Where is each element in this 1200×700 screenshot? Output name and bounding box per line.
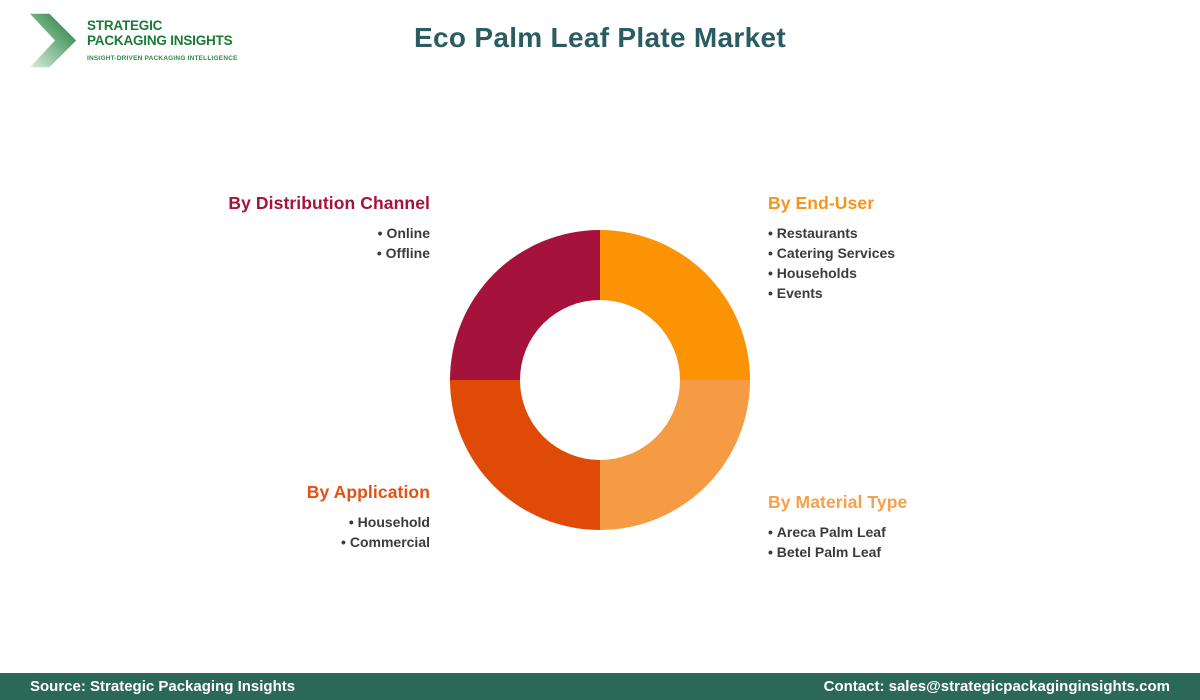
footer-bar: Source: Strategic Packaging Insights Con… bbox=[0, 673, 1200, 700]
footer-source: Source: Strategic Packaging Insights bbox=[30, 678, 296, 695]
logo-line2: PACKAGING INSIGHTS bbox=[87, 33, 233, 49]
segment-item: Betel Palm Leaf bbox=[768, 542, 907, 562]
segment-heading: By Distribution Channel bbox=[228, 193, 430, 213]
segment-item: Restaurants bbox=[768, 223, 895, 243]
segment-item: Offline bbox=[228, 243, 430, 263]
segment-item: Areca Palm Leaf bbox=[768, 522, 907, 542]
segment-items: Household Commercial bbox=[307, 512, 430, 552]
logo-chevron-icon bbox=[30, 13, 77, 68]
segment-items: Areca Palm Leaf Betel Palm Leaf bbox=[768, 522, 907, 562]
segment-item: Events bbox=[768, 283, 895, 303]
logo-text: STRATEGIC PACKAGING INSIGHTS INSIGHT-DRI… bbox=[87, 12, 238, 62]
segment-item: Commercial bbox=[307, 532, 430, 552]
segment-block-distribution-channel: By Distribution Channel Online Offline bbox=[228, 193, 430, 263]
donut-segment-end-user bbox=[600, 230, 750, 380]
footer-contact: Contact: sales@strategicpackaginginsight… bbox=[823, 678, 1170, 695]
segment-item: Online bbox=[228, 223, 430, 243]
segment-block-application: By Application Household Commercial bbox=[307, 482, 430, 552]
segment-item: Household bbox=[307, 512, 430, 532]
segment-item: Households bbox=[768, 263, 895, 283]
segment-block-material-type: By Material Type Areca Palm Leaf Betel P… bbox=[768, 492, 907, 562]
segment-heading: By End-User bbox=[768, 193, 875, 213]
segment-heading: By Application bbox=[306, 482, 430, 502]
donut-segment-distribution-channel bbox=[450, 230, 600, 380]
donut-segment-application bbox=[450, 380, 600, 530]
logo-tagline: INSIGHT-DRIVEN PACKAGING INTELLIGENCE bbox=[87, 55, 238, 63]
segment-items: Restaurants Catering Services Households… bbox=[768, 223, 895, 303]
segment-item: Catering Services bbox=[768, 243, 895, 263]
segment-heading: By Material Type bbox=[768, 492, 908, 512]
logo-line1: STRATEGIC bbox=[87, 18, 163, 33]
donut-segment-material-type bbox=[600, 380, 750, 530]
segment-block-end-user: By End-User Restaurants Catering Service… bbox=[768, 193, 895, 303]
donut-chart bbox=[450, 230, 750, 530]
logo: STRATEGIC PACKAGING INSIGHTS INSIGHT-DRI… bbox=[30, 12, 238, 69]
page-title: Eco Palm Leaf Plate Market bbox=[414, 22, 786, 53]
segment-items: Online Offline bbox=[228, 223, 430, 263]
